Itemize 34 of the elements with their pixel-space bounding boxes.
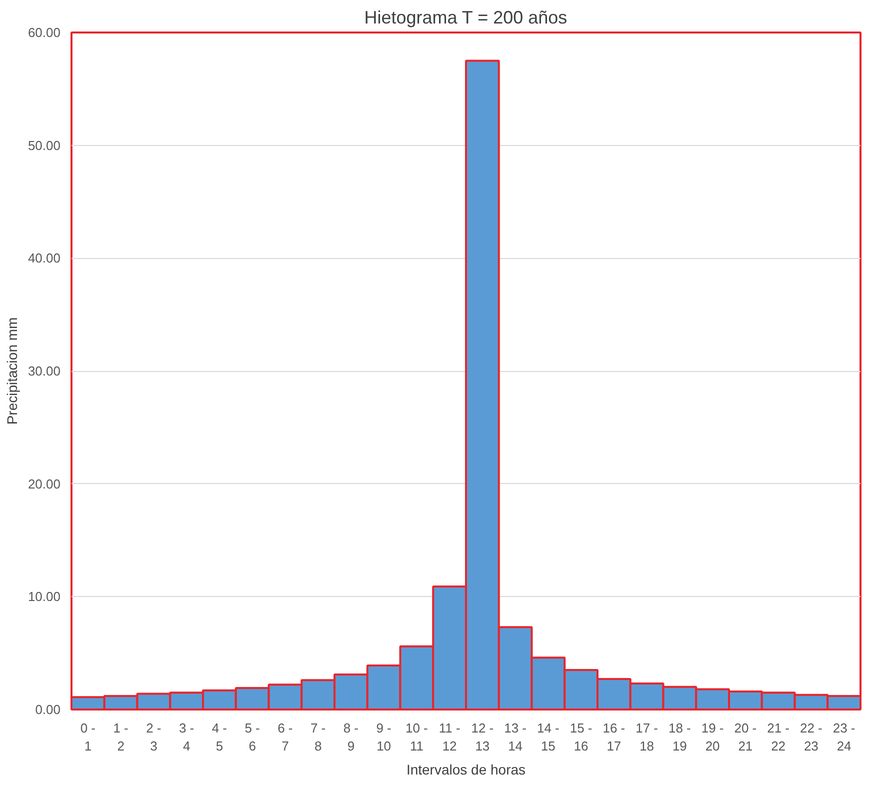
x-tick-label: 12 - 13 [471,720,494,754]
chart-title: Hietograma T = 200 años [364,8,568,28]
y-tick-label: 20.00 [28,476,61,492]
y-axis-title: Precipitacion mm [4,317,20,425]
x-tick-label: 16 - 17 [602,720,626,754]
x-tick-label: 3 - 4 [178,720,194,754]
y-tick-label: 0.00 [35,702,61,717]
x-tick-label: 9 - 10 [376,720,392,754]
x-tick-label: 20 - 21 [734,720,757,754]
y-tick-label: 40.00 [28,250,61,266]
x-axis-title: Intervalos de horas [406,762,526,778]
x-tick-label: 10 - 11 [405,720,428,754]
x-tick-label: 0 - 1 [80,720,96,754]
x-tick-label: 2 - 3 [146,720,162,754]
x-tick-label: 1 - 2 [113,720,128,754]
x-tick-label: 4 - 5 [212,720,228,754]
x-tick-label: 17 - 18 [636,720,658,754]
x-tick-label: 21 - 22 [767,720,790,754]
y-tick-label: 50.00 [28,138,61,153]
x-tick-label: 5 - 6 [244,720,260,754]
y-tick-label: 30.00 [28,364,61,378]
x-tick-label: 19 - 20 [701,720,724,754]
x-tick-label: 11 - 12 [438,720,460,754]
x-tick-label: 7 - 8 [310,720,326,754]
y-tick-label: 10.00 [28,589,61,604]
x-tick-label: 14 - 15 [536,720,560,754]
x-tick-label: 13 - 14 [504,720,527,754]
x-tick-label: 8 - 9 [343,720,359,754]
x-tick-label: 22 - 23 [800,720,822,754]
x-tick-label: 18 - 19 [668,720,691,754]
x-tick-label: 15 - 16 [570,720,592,754]
x-tick-label: 6 - 7 [278,720,293,754]
x-tick-label: 23 - 24 [832,720,856,754]
y-tick-label: 60.00 [28,25,61,40]
